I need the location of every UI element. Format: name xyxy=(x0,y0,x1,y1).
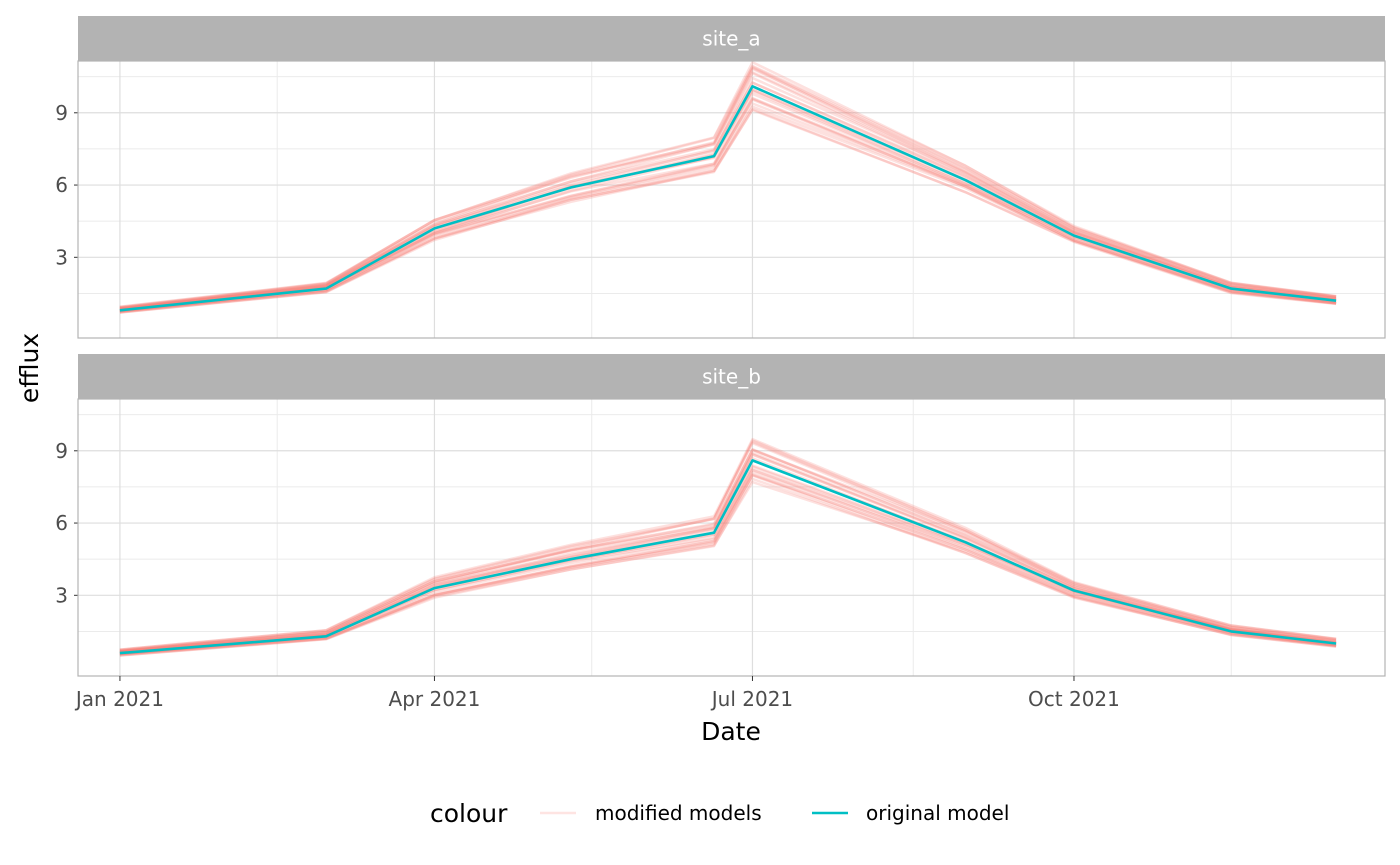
modified-model-line xyxy=(119,64,1337,309)
modified-model-line xyxy=(119,451,1337,653)
y-tick-label: 3 xyxy=(55,583,68,607)
modified-model-line xyxy=(119,474,1337,657)
modified-models-series xyxy=(119,437,1337,657)
modified-model-line xyxy=(119,447,1337,653)
legend-label-modified-models: modified models xyxy=(595,801,762,825)
modified-model-line xyxy=(119,107,1337,314)
modified-model-line xyxy=(119,448,1337,653)
modified-model-line xyxy=(119,473,1337,656)
modified-model-line xyxy=(119,439,1337,651)
modified-model-line xyxy=(119,452,1337,654)
legend-title: colour xyxy=(430,799,508,828)
panels-layer: site_a 3 6 9 site_b 3 6 9 Jan 2021 Apr 2021 Jul 20… xyxy=(55,16,1386,711)
modified-model-line xyxy=(119,97,1337,313)
y-tick-label: 6 xyxy=(55,173,68,197)
modified-model-line xyxy=(119,108,1337,314)
modified-model-line xyxy=(119,102,1337,313)
modified-model-line xyxy=(119,67,1337,310)
y-axis-title: efflux xyxy=(15,333,44,403)
modified-model-line xyxy=(119,477,1337,657)
x-tick-label: Jan 2021 xyxy=(74,687,164,711)
y-tick-label: 9 xyxy=(55,439,68,463)
original-model-line xyxy=(119,459,1337,655)
y-tick-label: 6 xyxy=(55,511,68,535)
modified-model-line xyxy=(119,453,1337,653)
modified-model-line xyxy=(119,468,1337,656)
strip-site_a xyxy=(78,16,1385,61)
original-model-line xyxy=(119,85,1337,312)
legend: colour modified models original model xyxy=(430,799,1009,828)
modified-model-line xyxy=(119,71,1337,310)
modified-model-line xyxy=(119,81,1337,311)
modified-model-line xyxy=(119,98,1337,313)
legend-label-original-model: original model xyxy=(866,801,1009,825)
x-tick-label: Jul 2021 xyxy=(710,687,793,711)
modified-models-series xyxy=(119,60,1337,314)
modified-model-line xyxy=(119,96,1337,313)
modified-model-line xyxy=(119,480,1337,657)
panel-border xyxy=(77,60,1386,339)
modified-model-line xyxy=(119,437,1337,651)
panel-site_a: site_a 3 6 9 xyxy=(55,16,1386,339)
y-tick-label: 9 xyxy=(55,101,68,125)
modified-model-line xyxy=(119,470,1337,655)
strip-site_b xyxy=(78,354,1385,399)
modified-model-line xyxy=(119,66,1337,309)
modified-model-line xyxy=(119,473,1337,656)
panel-site_b: site_b 3 6 9 xyxy=(55,354,1386,677)
modified-model-line xyxy=(119,105,1337,314)
modified-model-line xyxy=(119,440,1337,652)
modified-model-line xyxy=(119,70,1337,310)
modified-model-line xyxy=(119,65,1337,309)
modified-model-line xyxy=(119,60,1337,308)
x-tick-label: Apr 2021 xyxy=(389,687,481,711)
strip-label-site_b: site_b xyxy=(702,365,761,389)
x-axis-title: Date xyxy=(701,717,761,746)
modified-model-line xyxy=(119,448,1337,653)
modified-model-line xyxy=(119,76,1337,311)
x-tick-label: Oct 2021 xyxy=(1028,687,1120,711)
strip-label-site_a: site_a xyxy=(702,27,760,51)
modified-model-line xyxy=(119,441,1337,652)
panel-border xyxy=(77,398,1386,677)
y-tick-label: 3 xyxy=(55,245,68,269)
